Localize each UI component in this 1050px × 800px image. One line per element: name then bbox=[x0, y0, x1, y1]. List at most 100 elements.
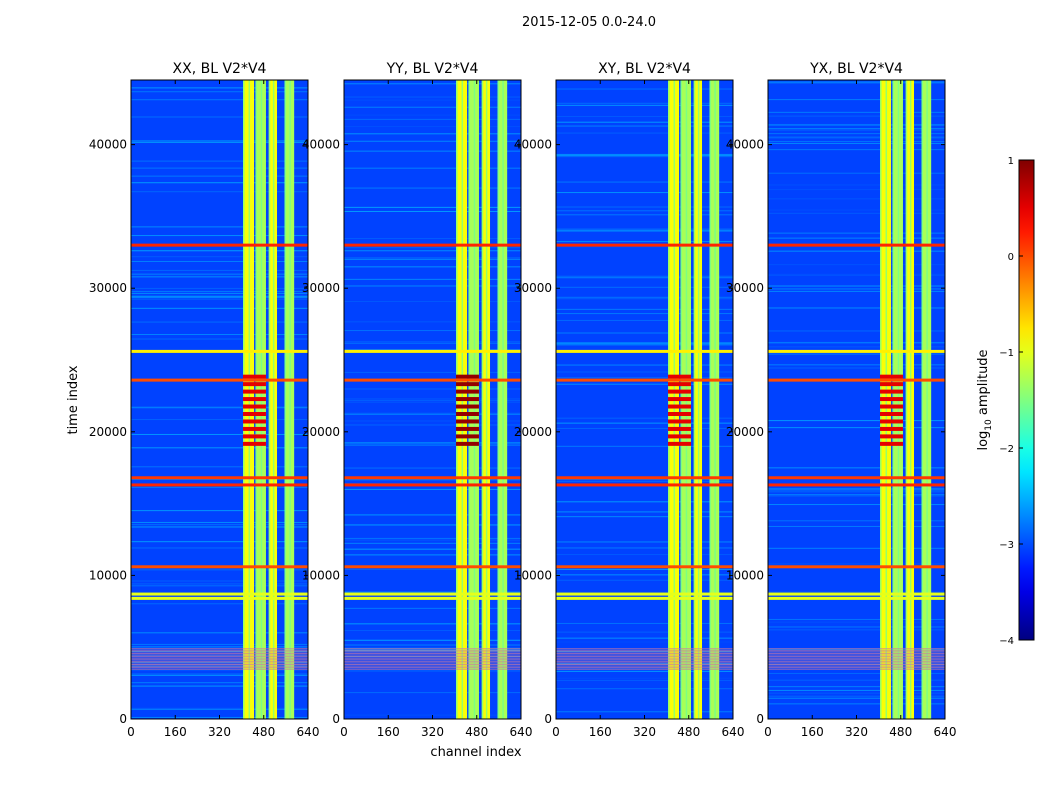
y-tick-label: 40000 bbox=[89, 138, 127, 152]
noise-line bbox=[344, 413, 521, 415]
band-stripe bbox=[926, 80, 928, 719]
noise-line bbox=[131, 175, 308, 177]
noise-line bbox=[344, 647, 521, 649]
noise-line bbox=[556, 371, 733, 373]
hatch-line bbox=[556, 652, 733, 654]
colorbar-tick-label: 1 bbox=[1008, 156, 1014, 167]
noise-line bbox=[768, 198, 945, 200]
noise-line bbox=[344, 388, 521, 390]
emission-row bbox=[456, 441, 479, 446]
noise-line bbox=[344, 442, 521, 444]
noise-line bbox=[131, 524, 308, 526]
y-tick-label: 10000 bbox=[726, 568, 764, 582]
noise-line bbox=[556, 125, 733, 127]
noise-line bbox=[768, 330, 945, 332]
hatch-line bbox=[344, 656, 521, 658]
noise-line bbox=[768, 288, 945, 290]
hatch-line bbox=[556, 649, 733, 651]
noise-line bbox=[556, 153, 733, 155]
noise-line bbox=[131, 167, 308, 169]
strong-emission-block bbox=[456, 374, 479, 446]
emission-row bbox=[243, 434, 266, 439]
hatch-line bbox=[131, 665, 308, 667]
noise-line bbox=[556, 230, 733, 232]
noise-line bbox=[768, 686, 945, 688]
hatch-line bbox=[768, 668, 945, 670]
noise-line bbox=[131, 273, 308, 275]
y-tick-label: 10000 bbox=[89, 568, 127, 582]
hatch-line bbox=[556, 651, 733, 653]
noise-line bbox=[131, 643, 308, 645]
noise-line bbox=[131, 182, 308, 184]
noise-line bbox=[344, 150, 521, 152]
noise-line bbox=[344, 539, 521, 541]
noise-line bbox=[556, 541, 733, 543]
noise-line bbox=[768, 264, 945, 266]
noise-line bbox=[344, 639, 521, 641]
noise-line bbox=[556, 677, 733, 679]
x-tick-label: 0 bbox=[340, 725, 348, 739]
hatch-line bbox=[768, 665, 945, 667]
noise-line bbox=[344, 99, 521, 101]
hatch-line bbox=[556, 667, 733, 669]
noise-line bbox=[556, 103, 733, 105]
noise-line bbox=[768, 136, 945, 138]
noise-line bbox=[768, 124, 945, 126]
flag-line bbox=[344, 596, 521, 600]
flag-line bbox=[344, 483, 521, 487]
noise-line bbox=[344, 479, 521, 481]
noise-line bbox=[131, 632, 308, 634]
x-tick-label: 320 bbox=[208, 725, 231, 739]
band-stripe bbox=[497, 80, 499, 719]
flag-line bbox=[556, 483, 733, 487]
y-tick-label: 20000 bbox=[726, 425, 764, 439]
noise-line bbox=[131, 116, 308, 118]
noise-line bbox=[556, 298, 733, 300]
noise-line bbox=[556, 286, 733, 288]
noise-line bbox=[768, 353, 945, 355]
strong-emission-block bbox=[880, 374, 903, 446]
flag-line bbox=[131, 476, 308, 480]
hatch-line bbox=[131, 660, 308, 662]
noise-line bbox=[768, 487, 945, 489]
panel-xy: XY, BL V2*V4 0 160 320 480 640 0 10000 20000 3000… bbox=[514, 61, 745, 739]
band-stripe bbox=[909, 80, 912, 719]
figure-suptitle: 2015-12-05 0.0-24.0 bbox=[522, 15, 656, 30]
hatch-line bbox=[131, 652, 308, 654]
noise-line bbox=[344, 548, 521, 550]
band-stripe bbox=[921, 80, 923, 719]
noise-line bbox=[556, 214, 733, 216]
noise-line bbox=[556, 344, 733, 346]
hatch-line bbox=[344, 659, 521, 661]
noise-line bbox=[556, 516, 733, 518]
hatch-line bbox=[344, 662, 521, 664]
noise-line bbox=[131, 407, 308, 409]
noise-line bbox=[131, 287, 308, 289]
band-stripe bbox=[284, 80, 286, 719]
noise-line bbox=[768, 115, 945, 117]
y-tick-label: 40000 bbox=[514, 138, 552, 152]
noise-line bbox=[131, 580, 308, 582]
flag-line bbox=[556, 243, 733, 247]
noise-line bbox=[556, 574, 733, 576]
noise-line bbox=[344, 278, 521, 280]
noise-line bbox=[344, 348, 521, 350]
panel-title: YX, BL V2*V4 bbox=[809, 61, 903, 77]
emission-row bbox=[668, 411, 691, 416]
y-tick-label: 20000 bbox=[302, 425, 340, 439]
noise-line bbox=[556, 679, 733, 681]
noise-line bbox=[768, 184, 945, 186]
noise-line bbox=[344, 420, 521, 422]
emission-row bbox=[668, 389, 691, 394]
hatch-line bbox=[556, 656, 733, 658]
heatmap-panels: XX, BL V2*V4 0 160 320 480 640 0 10000 20000 3000… bbox=[89, 61, 957, 739]
noise-line bbox=[556, 181, 733, 183]
noise-line bbox=[131, 334, 308, 336]
noise-line bbox=[131, 603, 308, 605]
flag-line bbox=[131, 483, 308, 487]
noise-line bbox=[768, 307, 945, 309]
band-stripe bbox=[709, 80, 711, 719]
colorbar-tick-label: 0 bbox=[1008, 252, 1014, 263]
band-stripe bbox=[697, 80, 700, 719]
emission-row bbox=[880, 389, 903, 394]
